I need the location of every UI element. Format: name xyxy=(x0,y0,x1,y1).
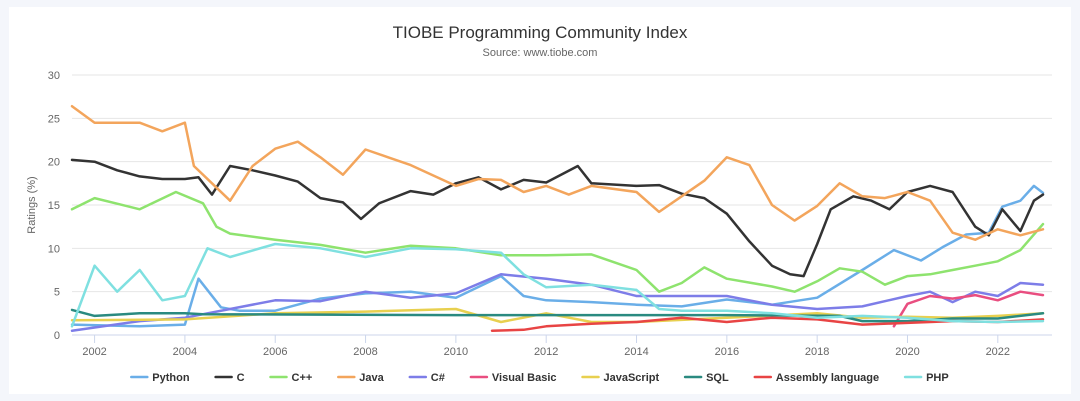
series-line-sql xyxy=(70,308,1045,323)
y-tick-label: 15 xyxy=(48,200,60,212)
x-tick-label: 2018 xyxy=(805,346,829,358)
chart-title: TIOBE Programming Community Index xyxy=(392,23,688,42)
legend-item[interactable]: Assembly language xyxy=(753,372,879,384)
x-tick-label: 2004 xyxy=(173,346,197,358)
x-tick-label: 2020 xyxy=(895,346,919,358)
x-tick-label: 2006 xyxy=(263,346,287,358)
y-tick-label: 5 xyxy=(54,287,60,299)
legend-item[interactable]: JavaScript xyxy=(581,372,660,384)
legend-item[interactable]: Python xyxy=(130,372,190,384)
x-tick-label: 2022 xyxy=(986,346,1010,358)
legend-label: PHP xyxy=(926,372,949,384)
x-tick-label: 2012 xyxy=(534,346,558,358)
x-tick-label: 2010 xyxy=(444,346,468,358)
series-line-java xyxy=(70,104,1045,241)
legend-item[interactable]: C++ xyxy=(269,372,313,384)
legend-label: Python xyxy=(152,372,190,384)
x-axis-ticks: 2002 2004 2006 2008 2010 2012 2014 2016 2018 2020… xyxy=(82,335,1010,358)
legend-label: C xyxy=(237,372,245,384)
y-tick-label: 10 xyxy=(48,243,60,255)
legend: Python C C++ Java C# Visual Basic JavaScript SQ… xyxy=(130,372,949,384)
series-lines xyxy=(70,104,1045,332)
series-line-c xyxy=(70,273,1045,332)
legend-item[interactable]: PHP xyxy=(903,372,949,384)
legend-label: Java xyxy=(359,372,384,384)
series-line-python xyxy=(70,184,1045,328)
legend-label: C++ xyxy=(292,372,313,384)
legend-label: Assembly language xyxy=(776,372,879,384)
x-tick-label: 2016 xyxy=(715,346,739,358)
chart-card: TIOBE Programming Community Index Source… xyxy=(9,7,1071,394)
legend-label: SQL xyxy=(706,372,729,384)
series-line-visual-basic xyxy=(892,290,1045,328)
y-tick-label: 25 xyxy=(48,113,60,125)
series-line-php xyxy=(70,242,1045,328)
legend-item[interactable]: Visual Basic xyxy=(469,372,557,384)
legend-item[interactable]: SQL xyxy=(683,372,729,384)
legend-label: Visual Basic xyxy=(492,372,557,384)
x-tick-label: 2014 xyxy=(624,346,648,358)
series-line-c xyxy=(70,190,1045,293)
legend-item[interactable]: C xyxy=(214,372,245,384)
x-tick-label: 2002 xyxy=(82,346,106,358)
y-tick-label: 0 xyxy=(54,330,60,342)
series-line-c xyxy=(70,158,1045,278)
legend-item[interactable]: C# xyxy=(408,372,445,384)
chart-subtitle: Source: www.tiobe.com xyxy=(482,47,598,59)
line-chart: 0 5 10 15 20 25 30 2002 2004 2006 2008 2010 2012 201… xyxy=(26,70,1052,384)
legend-label: C# xyxy=(431,372,445,384)
y-axis-ticks: 0 5 10 15 20 25 30 xyxy=(48,70,60,342)
legend-label: JavaScript xyxy=(604,372,660,384)
y-tick-label: 30 xyxy=(48,70,60,82)
y-axis-label: Ratings (%) xyxy=(26,176,38,233)
legend-item[interactable]: Java xyxy=(337,372,385,384)
x-tick-label: 2008 xyxy=(353,346,377,358)
y-tick-label: 20 xyxy=(48,157,60,169)
